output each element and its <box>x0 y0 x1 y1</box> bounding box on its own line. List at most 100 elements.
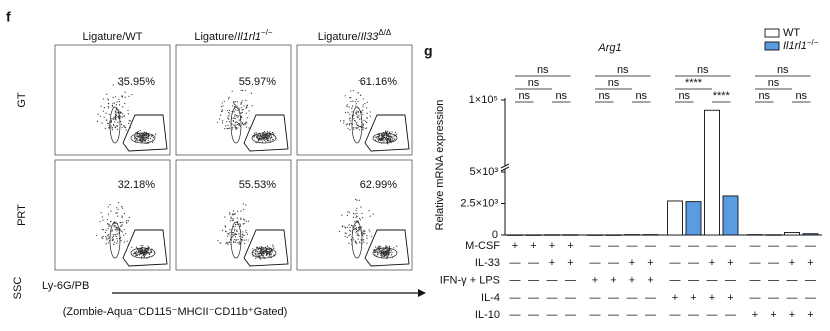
event-dot <box>246 106 248 108</box>
event-dot <box>110 125 112 127</box>
condition-sign: — <box>510 292 521 304</box>
event-dot <box>378 139 381 141</box>
event-dot <box>363 229 365 231</box>
significance-label: ns <box>598 90 610 102</box>
event-dot <box>108 102 110 105</box>
event-dot <box>354 213 356 215</box>
event-dot <box>235 233 237 235</box>
event-dot <box>268 255 270 257</box>
event-dot <box>99 115 101 117</box>
event-dot <box>114 234 117 236</box>
condition-sign: + <box>567 257 573 269</box>
event-dot <box>349 234 351 236</box>
event-dot <box>386 135 389 137</box>
event-dot <box>389 137 392 139</box>
event-dot <box>343 122 345 124</box>
text-part: WT <box>783 27 800 39</box>
event-dot <box>357 232 359 235</box>
event-dot <box>245 239 247 241</box>
event-dot <box>220 105 222 108</box>
event-dot <box>237 210 239 212</box>
event-dot <box>383 253 385 256</box>
event-dot <box>118 227 121 229</box>
event-dot <box>111 104 113 106</box>
event-dot <box>124 91 126 93</box>
event-dot <box>377 246 379 248</box>
condition-sign: + <box>629 275 635 287</box>
event-dot <box>378 247 380 249</box>
text-part: −/− <box>807 38 819 47</box>
condition-sign: + <box>647 275 653 287</box>
event-dot <box>386 250 388 252</box>
event-dot <box>393 247 395 249</box>
event-dot <box>106 218 109 221</box>
event-dot <box>376 135 378 138</box>
event-dot <box>374 136 376 138</box>
event-dot <box>115 119 117 121</box>
event-dot <box>362 104 364 106</box>
event-dot <box>257 139 260 141</box>
event-dot <box>389 135 391 137</box>
event-dot <box>234 234 236 236</box>
event-dot <box>350 90 352 92</box>
event-dot <box>255 257 257 259</box>
event-dot <box>266 133 268 135</box>
event-dot <box>391 251 393 254</box>
event-dot <box>366 235 368 237</box>
event-dot <box>359 217 361 219</box>
event-dot <box>353 118 355 120</box>
event-dot <box>261 254 263 256</box>
gate <box>122 114 168 152</box>
event-dot <box>366 237 368 239</box>
event-dot <box>355 111 357 113</box>
condition-sign: + <box>629 257 635 269</box>
event-dot <box>368 229 370 231</box>
bar <box>685 201 702 236</box>
event-dot <box>138 249 140 252</box>
event-dot <box>117 208 119 211</box>
event-dot <box>362 124 364 126</box>
event-dot <box>110 220 112 223</box>
significance-label: ns <box>678 90 690 102</box>
event-dot <box>107 106 109 108</box>
event-dot <box>241 111 244 113</box>
event-dot <box>124 125 126 127</box>
event-dot <box>228 96 230 98</box>
condition-sign: — <box>590 257 601 269</box>
axis-break <box>500 166 510 172</box>
event-dot <box>386 252 388 254</box>
event-dot <box>100 105 102 107</box>
event-dot <box>344 235 346 238</box>
event-dot <box>379 251 381 253</box>
event-dot <box>232 105 234 107</box>
event-dot <box>221 122 224 124</box>
event-dot <box>234 241 237 243</box>
event-dot <box>105 119 107 121</box>
event-dot <box>134 135 136 137</box>
condition-sign: — <box>725 240 736 252</box>
event-dot <box>231 128 233 130</box>
bar <box>507 234 523 236</box>
event-dot <box>115 235 117 238</box>
event-dot <box>263 138 265 141</box>
condition-sign: + <box>807 309 813 321</box>
condition-sign: — <box>707 275 718 287</box>
event-dot <box>240 210 242 212</box>
event-dot <box>134 136 136 138</box>
event-dot <box>268 254 270 256</box>
event-dot <box>387 143 389 145</box>
event-dot <box>128 113 130 115</box>
event-dot <box>347 111 349 113</box>
event-dot <box>116 112 118 114</box>
event-dot <box>366 107 368 109</box>
event-dot <box>365 127 368 129</box>
event-dot <box>262 255 264 257</box>
event-dot <box>377 136 379 138</box>
event-dot <box>355 216 357 219</box>
condition-sign: — <box>608 292 619 304</box>
condition-sign: — <box>725 309 736 321</box>
flow-plot <box>54 44 171 156</box>
event-dot <box>388 254 390 256</box>
event-dot <box>229 212 231 214</box>
event-dot <box>266 252 268 254</box>
